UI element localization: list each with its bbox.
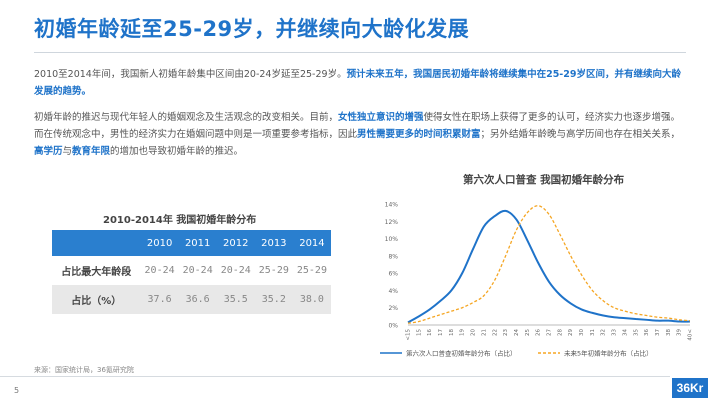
x-tick-label: 24 xyxy=(514,329,520,336)
table-cell: 25-29 xyxy=(292,256,331,285)
table-header-year: 2010 xyxy=(140,230,179,256)
table-header-year: 2014 xyxy=(292,230,331,256)
table-cell: 20-24 xyxy=(216,256,255,285)
x-tick-label: 32 xyxy=(601,329,607,336)
x-tick-label: 36 xyxy=(644,329,650,336)
intro-highlight: 预计未来五年，我国居民初婚年龄将继续集中在25-29岁区间，并有继续向大龄发展的… xyxy=(34,69,681,97)
x-tick-label: 16 xyxy=(427,329,433,336)
table-header-row: 2010 2011 2012 2013 2014 xyxy=(52,230,331,256)
table-header-year: 2011 xyxy=(178,230,217,256)
x-tick-label: 33 xyxy=(612,329,618,336)
title-divider xyxy=(34,52,686,53)
legend-label: 第六次人口普查初婚年龄分布（占比） xyxy=(406,349,517,358)
table-header-year: 2013 xyxy=(254,230,293,256)
chart-title: 第六次人口普查 我国初婚年龄分布 xyxy=(463,174,625,186)
x-tick-label: 39 xyxy=(677,329,683,336)
table-cell: 20-24 xyxy=(178,256,217,285)
x-tick-label: 20 xyxy=(471,329,477,336)
analysis-highlight-3: 高学历 xyxy=(34,146,63,157)
x-tick-label: 19 xyxy=(460,329,466,336)
x-tick-label: 29 xyxy=(568,329,574,336)
x-tick-label: 40< xyxy=(688,329,694,341)
intro-text: 2010至2014年间，我国新人初婚年龄集中区间由20-24岁延至25-29岁。 xyxy=(34,69,347,80)
table-cell: 37.6 xyxy=(140,285,179,314)
x-tick-label: 21 xyxy=(481,329,487,336)
table-corner-cell xyxy=(52,230,141,256)
table-title: 2010-2014年 我国初婚年龄分布 xyxy=(103,215,257,226)
table-cell: 35.2 xyxy=(254,285,293,314)
page-title: 初婚年龄延至25-29岁，并继续向大龄化发展 xyxy=(34,17,470,41)
table-cell: 38.0 xyxy=(292,285,331,314)
y-tick-label: 4% xyxy=(388,288,398,295)
x-tick-label: 18 xyxy=(449,329,455,336)
x-tick-label: 25 xyxy=(525,329,531,336)
y-tick-label: 8% xyxy=(388,253,398,260)
table-header-year: 2012 xyxy=(216,230,255,256)
x-tick-label: 34 xyxy=(622,329,628,336)
table-cell: 25-29 xyxy=(254,256,293,285)
x-tick-label: 26 xyxy=(536,329,542,336)
series-line-2 xyxy=(407,205,691,324)
x-tick-label: 38 xyxy=(666,329,672,336)
y-tick-label: 10% xyxy=(385,236,399,243)
brand-logo: 36Kr xyxy=(672,378,708,398)
x-tick-label: 23 xyxy=(503,329,509,336)
x-tick-label: 28 xyxy=(557,329,563,336)
analysis-text-4: 与 xyxy=(62,146,73,157)
x-tick-label: 37 xyxy=(655,329,661,336)
series-line-1 xyxy=(407,209,691,324)
analysis-text-1: 初婚年龄的推迟与现代年轻人的婚姻观念及生活观念的改变相关。目前， xyxy=(34,112,339,123)
y-tick-label: 14% xyxy=(385,202,399,209)
x-tick-label: 15 xyxy=(416,329,422,336)
x-tick-label: 31 xyxy=(590,329,596,336)
footer-divider xyxy=(0,376,670,377)
marriage-age-table: 2010 2011 2012 2013 2014 占比最大年龄段 20-24 2… xyxy=(52,230,331,314)
x-tick-label: 27 xyxy=(547,329,553,336)
analysis-highlight-1: 女性独立意识的增强 xyxy=(338,112,424,123)
marriage-age-chart: 0% 2% 4% 6% 8% 10% 12% 14% <15 15 16 17 18 19 20 21 22 23… xyxy=(380,202,694,358)
table-cell: 35.5 xyxy=(216,285,255,314)
intro-paragraph: 2010至2014年间，我国新人初婚年龄集中区间由20-24岁延至25-29岁。… xyxy=(34,66,688,100)
y-tick-label: 0% xyxy=(388,323,398,330)
x-tick-label: 30 xyxy=(579,329,585,336)
analysis-text-2: 使得女性在职场上获得了更多的认可，经济实力也逐步增强。而在传统观念中，男性的经济… xyxy=(34,112,681,140)
table-row: 占比最大年龄段 20-24 20-24 20-24 25-29 25-29 xyxy=(52,256,331,285)
x-tick-label: 22 xyxy=(492,329,498,336)
source-note: 来源：国家统计局，36氪研究院 xyxy=(34,366,134,374)
analysis-text-3: ；另外结婚年龄晚与高学历间也存在相关关系， xyxy=(480,129,681,140)
analysis-text-5: 的增加也导致初婚年龄的推迟。 xyxy=(110,146,244,157)
table-row-label: 占比最大年龄段 xyxy=(52,256,141,285)
x-tick-label: <15 xyxy=(406,329,412,341)
page-number: 5 xyxy=(14,386,20,395)
table-cell: 20-24 xyxy=(140,256,179,285)
analysis-paragraph: 初婚年龄的推迟与现代年轻人的婚姻观念及生活观念的改变相关。目前，女性独立意识的增… xyxy=(34,109,688,160)
y-tick-label: 2% xyxy=(388,305,398,312)
analysis-highlight-4: 教育年限 xyxy=(72,146,111,157)
analysis-highlight-2: 男性需要更多的时间积累财富 xyxy=(357,129,481,140)
y-tick-label: 6% xyxy=(388,271,398,278)
x-tick-label: 35 xyxy=(633,329,639,336)
table-row: 占比（%） 37.6 36.6 35.5 35.2 38.0 xyxy=(52,285,331,314)
table-row-label: 占比（%） xyxy=(52,285,141,314)
legend-label: 未来5年初婚年龄分布（占比） xyxy=(564,349,653,358)
x-tick-label: 17 xyxy=(438,329,444,336)
y-tick-label: 12% xyxy=(385,219,399,226)
table-cell: 36.6 xyxy=(178,285,217,314)
